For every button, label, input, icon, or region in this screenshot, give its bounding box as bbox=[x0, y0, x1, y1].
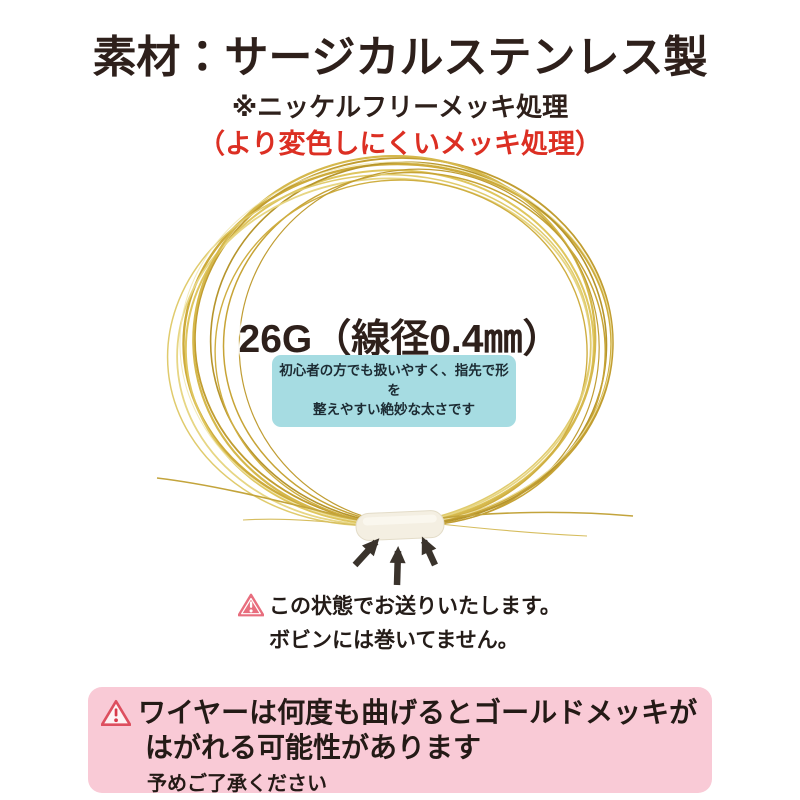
plating-note: （より変色しにくいメッキ処理） bbox=[198, 129, 602, 159]
caution-line2: はがれる可能性があります bbox=[145, 731, 482, 763]
gauge-note-line2: 整えやすい絶妙な太さです bbox=[313, 402, 475, 418]
shipping-note: この状態でお送りいたします。 ボビンには巻いてません。 bbox=[238, 590, 578, 654]
material-subtitle: ※ニッケルフリーメッキ処理 bbox=[231, 92, 569, 122]
gauge-note-line1: 初心者の方でも扱いやすく、指先で形を bbox=[279, 363, 509, 398]
warning-triangle-icon bbox=[101, 699, 131, 726]
warning-triangle-icon bbox=[238, 593, 264, 617]
shipping-note-line1: この状態でお送りいたします。 bbox=[269, 595, 561, 618]
gauge-note-box: 初心者の方でも扱いやすく、指先で形を 整えやすい絶妙な太さです bbox=[272, 355, 516, 427]
wire-coil-illustration bbox=[156, 154, 634, 586]
caution-box: ワイヤーは何度も曲げるとゴールドメッキが はがれる可能性があります 予めご了承く… bbox=[88, 687, 712, 795]
caution-line3: 予めご了承ください bbox=[147, 772, 327, 795]
wire-loose-ends bbox=[156, 477, 634, 537]
paper-wrap bbox=[355, 510, 445, 541]
shipping-note-line2: ボビンには巻いてません。 bbox=[269, 629, 519, 652]
arrow-icons bbox=[352, 536, 438, 586]
gauge-label: 26G（線径0.4㎜） bbox=[238, 318, 562, 361]
page-title: 素材：サージカルステンレス製 bbox=[92, 33, 708, 82]
caution-line1: ワイヤーは何度も曲げるとゴールドメッキが bbox=[138, 697, 698, 728]
wire-coil-photo bbox=[135, 148, 665, 608]
